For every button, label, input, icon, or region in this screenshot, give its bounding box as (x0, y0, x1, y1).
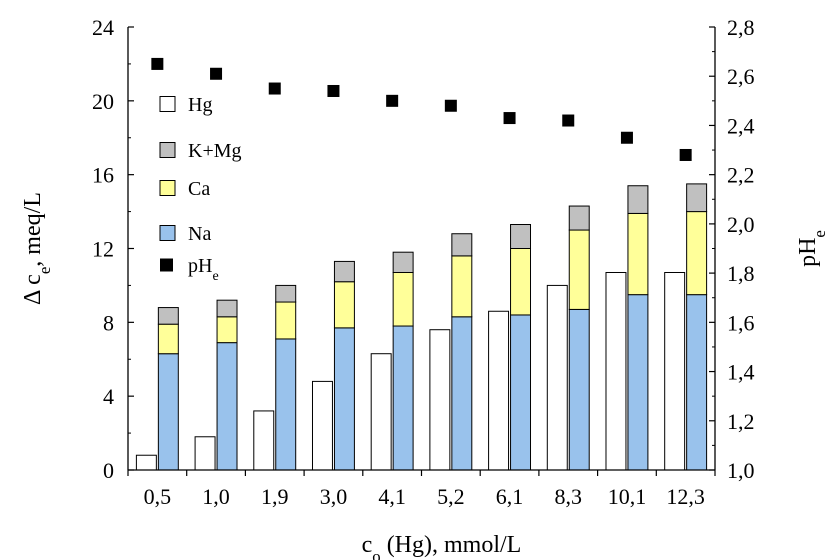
bar-ca (392, 271, 414, 327)
legend-marker-phe (160, 258, 173, 272)
x-axis-label: co (Hg), mmol/L (362, 532, 522, 560)
y-tick-label: 24 (92, 15, 114, 40)
x-tick-label: 12,3 (666, 484, 705, 509)
point-phe (210, 67, 223, 80)
bar-ca (510, 248, 532, 316)
legend-label-k-mg: K+Mg (188, 140, 242, 162)
bar-k-mg (392, 251, 414, 273)
point-phe (620, 131, 633, 144)
point-phe (327, 84, 340, 97)
y2-tick-label: 2,0 (727, 212, 755, 237)
bar-na (451, 316, 473, 471)
x-tick-label: 10,1 (608, 484, 647, 509)
bar-k-mg (686, 183, 708, 213)
legend: Hg K+Mg Ca Na pHe (159, 94, 242, 284)
bar-ca (451, 255, 473, 318)
axes: 0 4 8 12 16 20 24 1,0 1,2 1,4 1,6 1,8 2,0 2,2 2,4 2,6 2,… (92, 15, 755, 509)
bar-hg (429, 329, 451, 471)
bar-na (568, 308, 590, 471)
bar-na (157, 353, 179, 471)
bar-hg (370, 353, 392, 471)
bar-hg (194, 436, 216, 471)
x-tick-label: 1,0 (202, 484, 230, 509)
bar-na (510, 314, 532, 471)
x-tick-label: 0,5 (144, 484, 172, 509)
bar-ca (568, 229, 590, 310)
legend-label-na: Na (188, 223, 211, 245)
y2-tick-label: 1,2 (727, 409, 755, 434)
bar-hg (605, 271, 627, 471)
x-tick-label: 1,9 (261, 484, 289, 509)
point-phe (268, 82, 281, 95)
y-tick-label: 20 (92, 89, 114, 114)
legend-label-ca: Ca (188, 178, 210, 200)
legend-label-hg: Hg (188, 94, 212, 116)
legend-label-phe: pHe (188, 255, 219, 284)
bar-ca (627, 212, 649, 296)
y2-tick-label: 1,6 (727, 310, 755, 335)
bar-ca (157, 323, 179, 355)
x-tick-label: 5,2 (437, 484, 465, 509)
legend-marker-na (159, 225, 176, 241)
bar-hg (253, 410, 275, 471)
y-tick-label: 0 (103, 458, 114, 483)
bar-k-mg (275, 284, 297, 303)
bar-na (627, 294, 649, 471)
bar-na (275, 338, 297, 471)
legend-marker-hg (159, 96, 176, 112)
x-tick-label: 6,1 (496, 484, 524, 509)
legend-marker-ca (159, 180, 176, 196)
bar-k-mg (451, 233, 473, 257)
y2-tick-label: 1,8 (727, 261, 755, 286)
x-tick-label: 4,1 (378, 484, 406, 509)
bar-na (333, 327, 355, 471)
bar-hg (488, 310, 510, 471)
y-tick-label: 4 (103, 384, 114, 409)
bar-hg (135, 454, 157, 471)
y2-tick-label: 2,2 (727, 163, 755, 188)
legend-marker-k-mg (159, 142, 176, 158)
plot-area (135, 57, 708, 471)
bar-hg (664, 271, 686, 471)
point-phe (562, 114, 575, 127)
bar-hg (311, 380, 333, 471)
bar-na (216, 342, 238, 471)
y2-tick-label: 2,8 (727, 15, 755, 40)
y2-tick-label: 2,4 (727, 113, 755, 138)
bar-k-mg (157, 307, 179, 325)
bar-k-mg (568, 205, 590, 231)
x-tick-label: 8,3 (555, 484, 583, 509)
point-phe (503, 112, 516, 125)
bar-ca (686, 211, 708, 296)
point-phe (151, 57, 164, 70)
bar-na (686, 294, 708, 471)
y2-tick-label: 2,6 (727, 64, 755, 89)
bar-hg (546, 284, 568, 471)
bar-k-mg (216, 299, 238, 318)
bar-ca (275, 301, 297, 340)
bar-ca (333, 281, 355, 329)
y-tick-label: 8 (103, 310, 114, 335)
bar-k-mg (333, 260, 355, 283)
bar-k-mg (627, 185, 649, 214)
y2-tick-label: 1,0 (727, 458, 755, 483)
bar-k-mg (510, 224, 532, 249)
point-phe (444, 99, 457, 112)
bar-ca (216, 316, 238, 344)
y-axis-label: Δ ce, meq/L (20, 192, 54, 305)
point-phe (679, 148, 692, 161)
point-phe (386, 94, 399, 107)
x-tick-label: 3,0 (320, 484, 348, 509)
y2-tick-label: 1,4 (727, 360, 755, 385)
y-tick-label: 12 (92, 237, 114, 262)
bar-na (392, 325, 414, 471)
y-tick-label: 16 (92, 163, 114, 188)
axis-labels: co (Hg), mmol/L Δ ce, meq/L pHe (20, 192, 829, 560)
y2-axis-label: pHe (795, 230, 829, 267)
